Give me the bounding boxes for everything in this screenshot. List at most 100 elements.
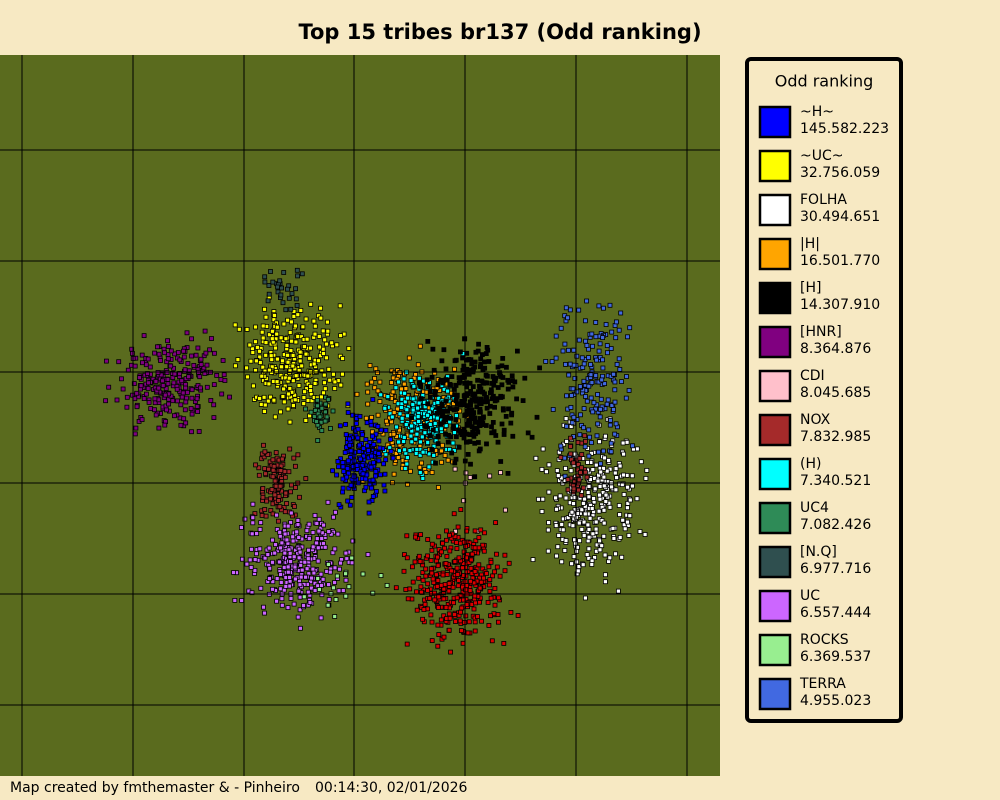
village	[277, 545, 283, 551]
village	[562, 341, 568, 347]
village	[494, 396, 499, 402]
village	[429, 547, 435, 553]
village	[442, 582, 448, 587]
village	[283, 490, 289, 496]
village	[321, 380, 327, 386]
village	[565, 477, 571, 482]
village	[376, 451, 382, 456]
village	[285, 605, 291, 610]
village	[332, 379, 338, 385]
village	[447, 548, 453, 554]
village	[481, 530, 487, 536]
village	[403, 422, 409, 428]
village	[510, 384, 516, 390]
village	[555, 544, 561, 550]
village	[407, 586, 413, 592]
village	[382, 471, 388, 477]
village	[277, 533, 283, 539]
village	[368, 418, 374, 424]
village	[262, 402, 268, 408]
village	[378, 427, 384, 433]
village	[189, 411, 195, 417]
village	[581, 425, 586, 431]
village	[292, 323, 298, 329]
village	[145, 385, 151, 391]
village	[455, 583, 461, 589]
village	[363, 415, 369, 421]
village	[419, 434, 425, 440]
village	[369, 453, 375, 459]
village	[580, 562, 586, 568]
village	[468, 388, 474, 394]
village	[425, 384, 431, 390]
village	[560, 348, 566, 354]
village	[106, 384, 112, 390]
village	[185, 361, 191, 366]
village	[402, 447, 407, 453]
village	[343, 593, 349, 599]
village	[578, 412, 583, 418]
village	[425, 338, 431, 344]
village	[502, 552, 508, 558]
village	[270, 537, 275, 543]
village	[414, 447, 420, 452]
village	[408, 378, 414, 384]
village	[363, 476, 369, 482]
village	[355, 426, 361, 432]
village	[275, 289, 281, 295]
village	[295, 452, 301, 458]
village	[245, 374, 250, 380]
village	[324, 319, 330, 325]
village	[458, 628, 464, 633]
village	[435, 434, 441, 440]
village	[378, 392, 384, 398]
legend-value: 7.340.521	[800, 473, 871, 489]
village	[138, 383, 144, 389]
village	[340, 485, 346, 491]
village	[409, 423, 415, 429]
village	[574, 548, 579, 554]
village	[262, 507, 268, 512]
village	[156, 397, 162, 403]
village	[311, 318, 317, 324]
village	[349, 555, 355, 561]
village	[231, 570, 237, 575]
village	[478, 527, 484, 533]
village	[283, 307, 289, 313]
village	[182, 367, 188, 373]
village	[287, 419, 293, 425]
village	[487, 588, 493, 594]
village	[357, 456, 363, 462]
village	[343, 571, 349, 577]
village	[454, 595, 460, 601]
village	[285, 564, 291, 570]
village	[134, 404, 140, 410]
village	[174, 386, 180, 392]
village	[305, 397, 311, 403]
village	[274, 598, 280, 604]
village	[461, 498, 467, 504]
village	[486, 564, 492, 570]
village	[262, 306, 267, 312]
village	[410, 396, 416, 402]
village	[156, 351, 162, 357]
village	[578, 470, 583, 475]
village	[315, 403, 320, 409]
village	[269, 336, 275, 342]
village	[540, 446, 546, 452]
village	[501, 427, 507, 433]
village	[317, 414, 323, 420]
village	[472, 619, 478, 625]
village	[443, 398, 449, 404]
village	[383, 418, 389, 424]
village	[290, 363, 296, 369]
village	[326, 529, 332, 534]
village	[596, 348, 602, 354]
village	[170, 398, 176, 404]
village	[399, 386, 404, 392]
village	[307, 345, 313, 351]
village	[290, 534, 296, 540]
village	[181, 348, 186, 354]
village	[272, 313, 277, 318]
village	[337, 566, 342, 572]
